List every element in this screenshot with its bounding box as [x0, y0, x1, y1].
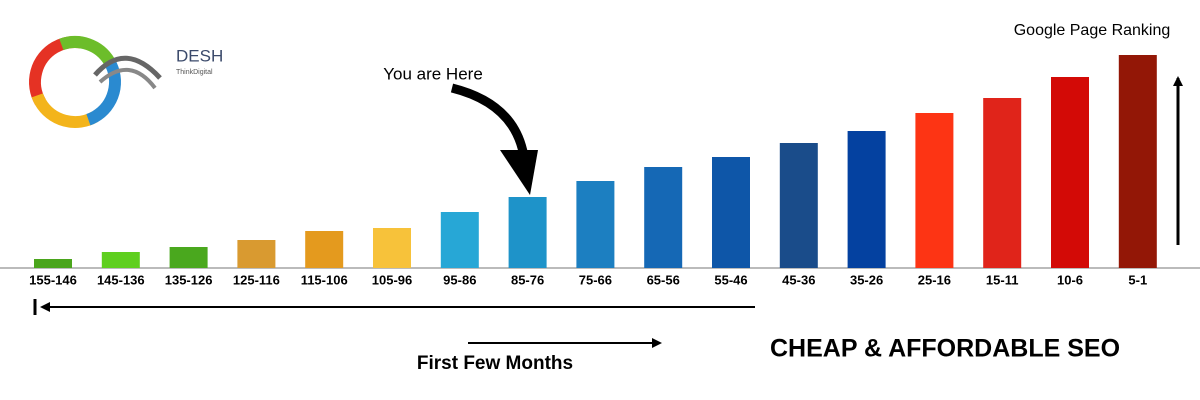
x-tick-label: 45-36 — [782, 272, 815, 287]
x-tick-label: 15-11 — [986, 272, 1019, 287]
x-tick-label: 25-16 — [918, 272, 951, 287]
bar — [440, 212, 479, 268]
pointer-label: You are Here — [383, 64, 483, 83]
x-tick-label: 105-96 — [372, 272, 412, 287]
bar — [1118, 55, 1157, 268]
bar — [712, 157, 750, 268]
bar — [1051, 77, 1089, 268]
x-tick-label: 145-136 — [97, 272, 145, 287]
bar — [373, 228, 411, 268]
x-tick-label: 35-26 — [850, 272, 883, 287]
timeline-label: First Few Months — [417, 353, 573, 374]
x-tick-label: 55-46 — [714, 272, 747, 287]
bar — [305, 231, 344, 268]
x-tick-label: 95-86 — [443, 272, 476, 287]
x-tick-label: 65-56 — [647, 272, 680, 287]
bar — [915, 113, 954, 268]
x-tick-label: 125-116 — [233, 272, 280, 287]
bar — [779, 143, 818, 268]
x-tick-label: 75-66 — [579, 272, 612, 287]
bar — [237, 240, 276, 268]
x-tick-label: 85-76 — [511, 272, 544, 287]
bar — [169, 247, 208, 268]
bar — [101, 252, 140, 268]
logo: DESH ThinkDigital — [29, 36, 223, 128]
x-tick-label: 115-106 — [301, 272, 348, 287]
bar — [34, 259, 72, 268]
bar — [508, 197, 547, 268]
bar — [644, 167, 683, 268]
logo-tagline: ThinkDigital — [176, 69, 213, 76]
logo-name: DESH — [176, 46, 223, 65]
x-tick-label: 5-1 — [1128, 272, 1147, 287]
x-tick-label: 135-126 — [165, 272, 213, 287]
y-axis-label: Google Page Ranking — [1014, 22, 1171, 39]
bar — [983, 98, 1022, 268]
headline: CHEAP & AFFORDABLE SEO — [770, 335, 1120, 363]
bar — [576, 181, 615, 268]
x-tick-label: 155-146 — [29, 272, 77, 287]
bar — [847, 131, 886, 268]
pointer-arrowhead — [500, 150, 538, 195]
x-tick-label: 10-6 — [1057, 272, 1083, 287]
